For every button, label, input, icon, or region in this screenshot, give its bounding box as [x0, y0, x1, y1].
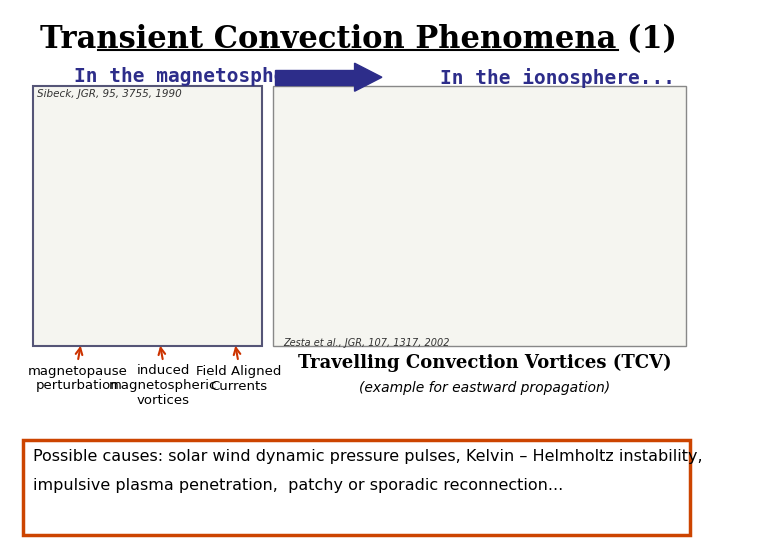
FancyBboxPatch shape [34, 86, 262, 346]
Text: Travelling Convection Vortices (TCV): Travelling Convection Vortices (TCV) [298, 354, 672, 372]
Text: induced
magnetospheric
vortices: induced magnetospheric vortices [109, 364, 218, 408]
Polygon shape [275, 70, 355, 85]
FancyBboxPatch shape [23, 440, 690, 535]
Text: magnetopause
perturbation: magnetopause perturbation [28, 364, 128, 393]
Text: Transient Convection Phenomena (1): Transient Convection Phenomena (1) [40, 24, 676, 55]
Text: In the magnetosphere...: In the magnetosphere... [74, 68, 345, 86]
Text: impulsive plasma penetration,  patchy or sporadic reconnection...: impulsive plasma penetration, patchy or … [34, 478, 563, 493]
Polygon shape [355, 63, 382, 91]
Text: Sibeck, JGR, 95, 3755, 1990: Sibeck, JGR, 95, 3755, 1990 [37, 89, 182, 99]
Text: Possible causes: solar wind dynamic pressure pulses, Kelvin – Helmholtz instabil: Possible causes: solar wind dynamic pres… [34, 449, 703, 464]
Text: In the ionosphere...: In the ionosphere... [440, 68, 675, 87]
FancyBboxPatch shape [272, 86, 686, 346]
Text: Zesta et al., JGR, 107, 1317, 2002: Zesta et al., JGR, 107, 1317, 2002 [283, 338, 449, 348]
Text: Field Aligned
Currents: Field Aligned Currents [196, 364, 281, 393]
Text: (example for eastward propagation): (example for eastward propagation) [359, 381, 610, 395]
